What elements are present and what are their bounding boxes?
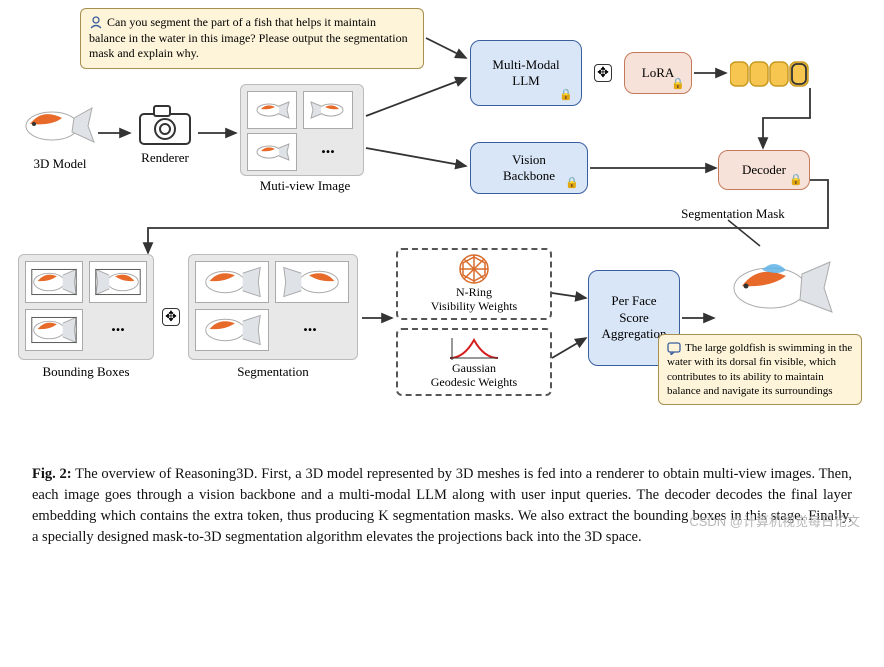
plus-icon: ✥: [162, 308, 180, 326]
ellipsis: ...: [285, 315, 335, 336]
caption-label: Fig. 2:: [32, 466, 72, 482]
output-fish: [718, 248, 838, 326]
mm-llm-block: Multi-Modal LLM 🔒: [470, 40, 582, 106]
multiview-label: Muti-view Image: [240, 178, 370, 194]
nring-label: N-Ring Visibility Weights: [431, 286, 517, 314]
architecture-diagram: Can you segment the part of a fish that …: [18, 8, 866, 458]
chat-icon: [667, 341, 681, 355]
segmask-label: Segmentation Mask: [658, 206, 808, 222]
perface-label: Per Face Score Aggregation: [602, 293, 667, 344]
nring-group: N-Ring Visibility Weights: [396, 248, 552, 320]
user-icon: [89, 15, 103, 29]
multiview-panel: ...: [240, 84, 364, 176]
bbox-thumb: [25, 261, 83, 303]
gaussian-group: Gaussian Geodesic Weights: [396, 328, 552, 396]
figure-caption: Fig. 2: The overview of Reasoning3D. Fir…: [18, 458, 866, 562]
token-row: [730, 60, 822, 93]
bbox-label: Bounding Boxes: [22, 364, 150, 380]
seg-thumb: [195, 261, 269, 303]
vision-backbone-label: Vision Backbone: [503, 152, 555, 184]
vision-backbone-block: Vision Backbone 🔒: [470, 142, 588, 194]
seg-label: Segmentation: [208, 364, 338, 380]
output-prompt-box: The large goldfish is swimming in the wa…: [658, 334, 862, 405]
output-prompt-text: The large goldfish is swimming in the wa…: [667, 342, 852, 397]
renderer-icon: [134, 100, 196, 148]
lock-icon: 🔒: [559, 88, 573, 101]
output-fish-svg: [718, 248, 838, 326]
nring-icon: [452, 252, 496, 286]
renderer-label: Renderer: [132, 150, 198, 166]
multiview-thumb: [303, 91, 353, 129]
lora-label: LoRA: [642, 65, 675, 81]
camera-icon: [134, 100, 196, 148]
fish-3d-svg: [12, 96, 98, 156]
model-3d-thumb: [12, 96, 98, 156]
ellipsis: ...: [93, 315, 143, 336]
plus-icon: ✥: [594, 64, 612, 82]
lora-block: LoRA 🔒: [624, 52, 692, 94]
lock-icon: 🔒: [565, 176, 579, 189]
user-prompt-box: Can you segment the part of a fish that …: [80, 8, 424, 69]
watermark-text: CSDN @计算机视觉每日论文: [689, 511, 860, 530]
lock-icon: 🔒: [789, 173, 803, 186]
tokens-svg: [730, 60, 822, 88]
ellipsis: ...: [305, 137, 351, 158]
seg-panel: ...: [188, 254, 358, 360]
bbox-thumb: [25, 309, 83, 351]
seg-thumb: [195, 309, 269, 351]
model-3d-label: 3D Model: [22, 156, 98, 172]
gaussian-label: Gaussian Geodesic Weights: [431, 362, 517, 390]
lock-icon: 🔒: [671, 77, 685, 90]
mm-llm-label: Multi-Modal LLM: [492, 57, 559, 89]
bbox-thumb: [89, 261, 147, 303]
decoder-label: Decoder: [742, 162, 786, 178]
multiview-thumb: [247, 133, 297, 171]
decoder-block: Decoder 🔒: [718, 150, 810, 190]
multiview-thumb: [247, 91, 297, 129]
user-prompt-text: Can you segment the part of a fish that …: [89, 15, 408, 60]
bbox-panel: ...: [18, 254, 154, 360]
seg-thumb: [275, 261, 349, 303]
figure-container: Can you segment the part of a fish that …: [0, 0, 884, 570]
gaussian-icon: [446, 334, 502, 362]
caption-text: The overview of Reasoning3D. First, a 3D…: [32, 466, 852, 545]
